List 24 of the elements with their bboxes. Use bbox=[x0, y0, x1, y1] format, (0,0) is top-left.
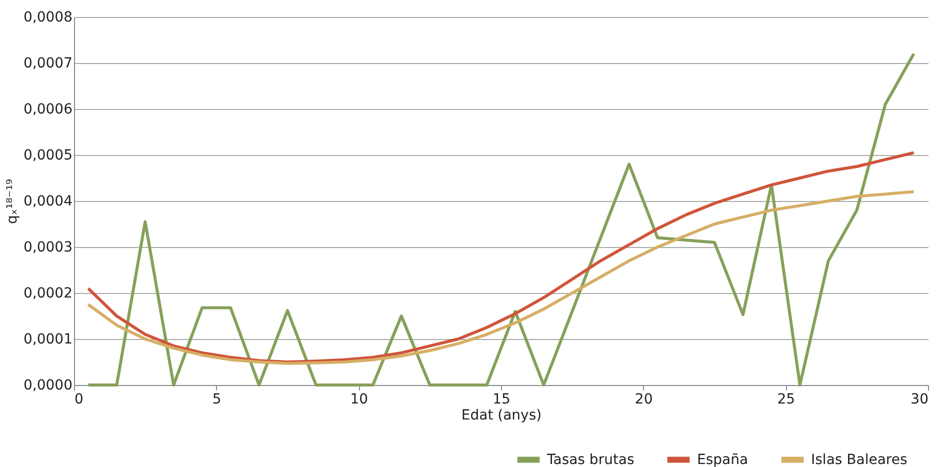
line-series bbox=[86, 151, 916, 364]
y-tick-label: 0,0004 bbox=[24, 194, 73, 210]
y-axis-title: qₓ¹⁸⁻¹⁹ bbox=[4, 178, 21, 224]
y-tick-label: 0,0005 bbox=[24, 148, 72, 164]
y-tick-label: 0,0002 bbox=[24, 286, 72, 302]
legend-label: España bbox=[697, 452, 748, 467]
x-tick-label: 25 bbox=[777, 392, 796, 408]
y-tick-label: 0,0008 bbox=[24, 10, 72, 26]
x-axis-title: Edat (anys) bbox=[461, 408, 542, 424]
y-tick-label: 0,0000 bbox=[24, 378, 72, 394]
x-tick-label: 20 bbox=[634, 392, 653, 408]
x-tick-label: 15 bbox=[492, 392, 510, 408]
x-tick-label: 10 bbox=[350, 392, 368, 408]
line-series bbox=[86, 52, 916, 386]
line-series bbox=[86, 190, 916, 365]
x-tick-label: 5 bbox=[212, 392, 222, 408]
legend-label: Islas Baleares bbox=[811, 452, 908, 467]
y-tick-label: 0,0007 bbox=[24, 56, 72, 72]
x-tick-label: 0 bbox=[74, 392, 84, 408]
legend-label: Tasas brutas bbox=[546, 452, 634, 467]
y-tick-label: 0,0006 bbox=[24, 102, 73, 118]
y-tick-label: 0,0001 bbox=[24, 332, 72, 348]
x-tick-label: 30 bbox=[910, 392, 928, 408]
y-tick-label: 0,0003 bbox=[24, 240, 72, 256]
